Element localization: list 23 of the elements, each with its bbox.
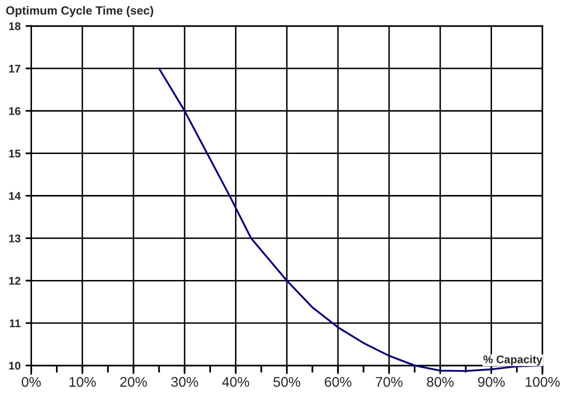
x-tick-label: 50% (273, 376, 300, 387)
x-tick-label: 100% (526, 376, 560, 387)
x-tick-label: 30% (171, 376, 198, 387)
y-tick-label: 16 (9, 107, 20, 116)
x-axis-title: % Capacity (483, 355, 542, 366)
y-tick-label: 11 (10, 319, 21, 328)
chart-title: Optimum Cycle Time (sec) (6, 6, 154, 18)
y-tick-label: 14 (9, 192, 21, 200)
x-tick-label: 90% (478, 376, 505, 387)
y-tick-label: 18 (9, 22, 20, 30)
x-tick-label: 20% (120, 376, 147, 387)
x-tick-label: 40% (222, 376, 250, 387)
x-tick-label: 80% (426, 376, 454, 387)
line-series (158, 68, 542, 372)
x-tick-label: 10% (70, 376, 96, 387)
x-tick-label: 0% (22, 376, 41, 387)
y-tick-label: 17 (9, 64, 20, 72)
y-tick-label: 10 (9, 362, 20, 370)
y-tick-label: 15 (9, 150, 21, 158)
x-tick-label: 70% (376, 376, 402, 387)
y-tick-label: 12 (9, 276, 20, 285)
x-tick-label: 60% (324, 376, 352, 387)
y-tick-label: 13 (9, 234, 20, 242)
